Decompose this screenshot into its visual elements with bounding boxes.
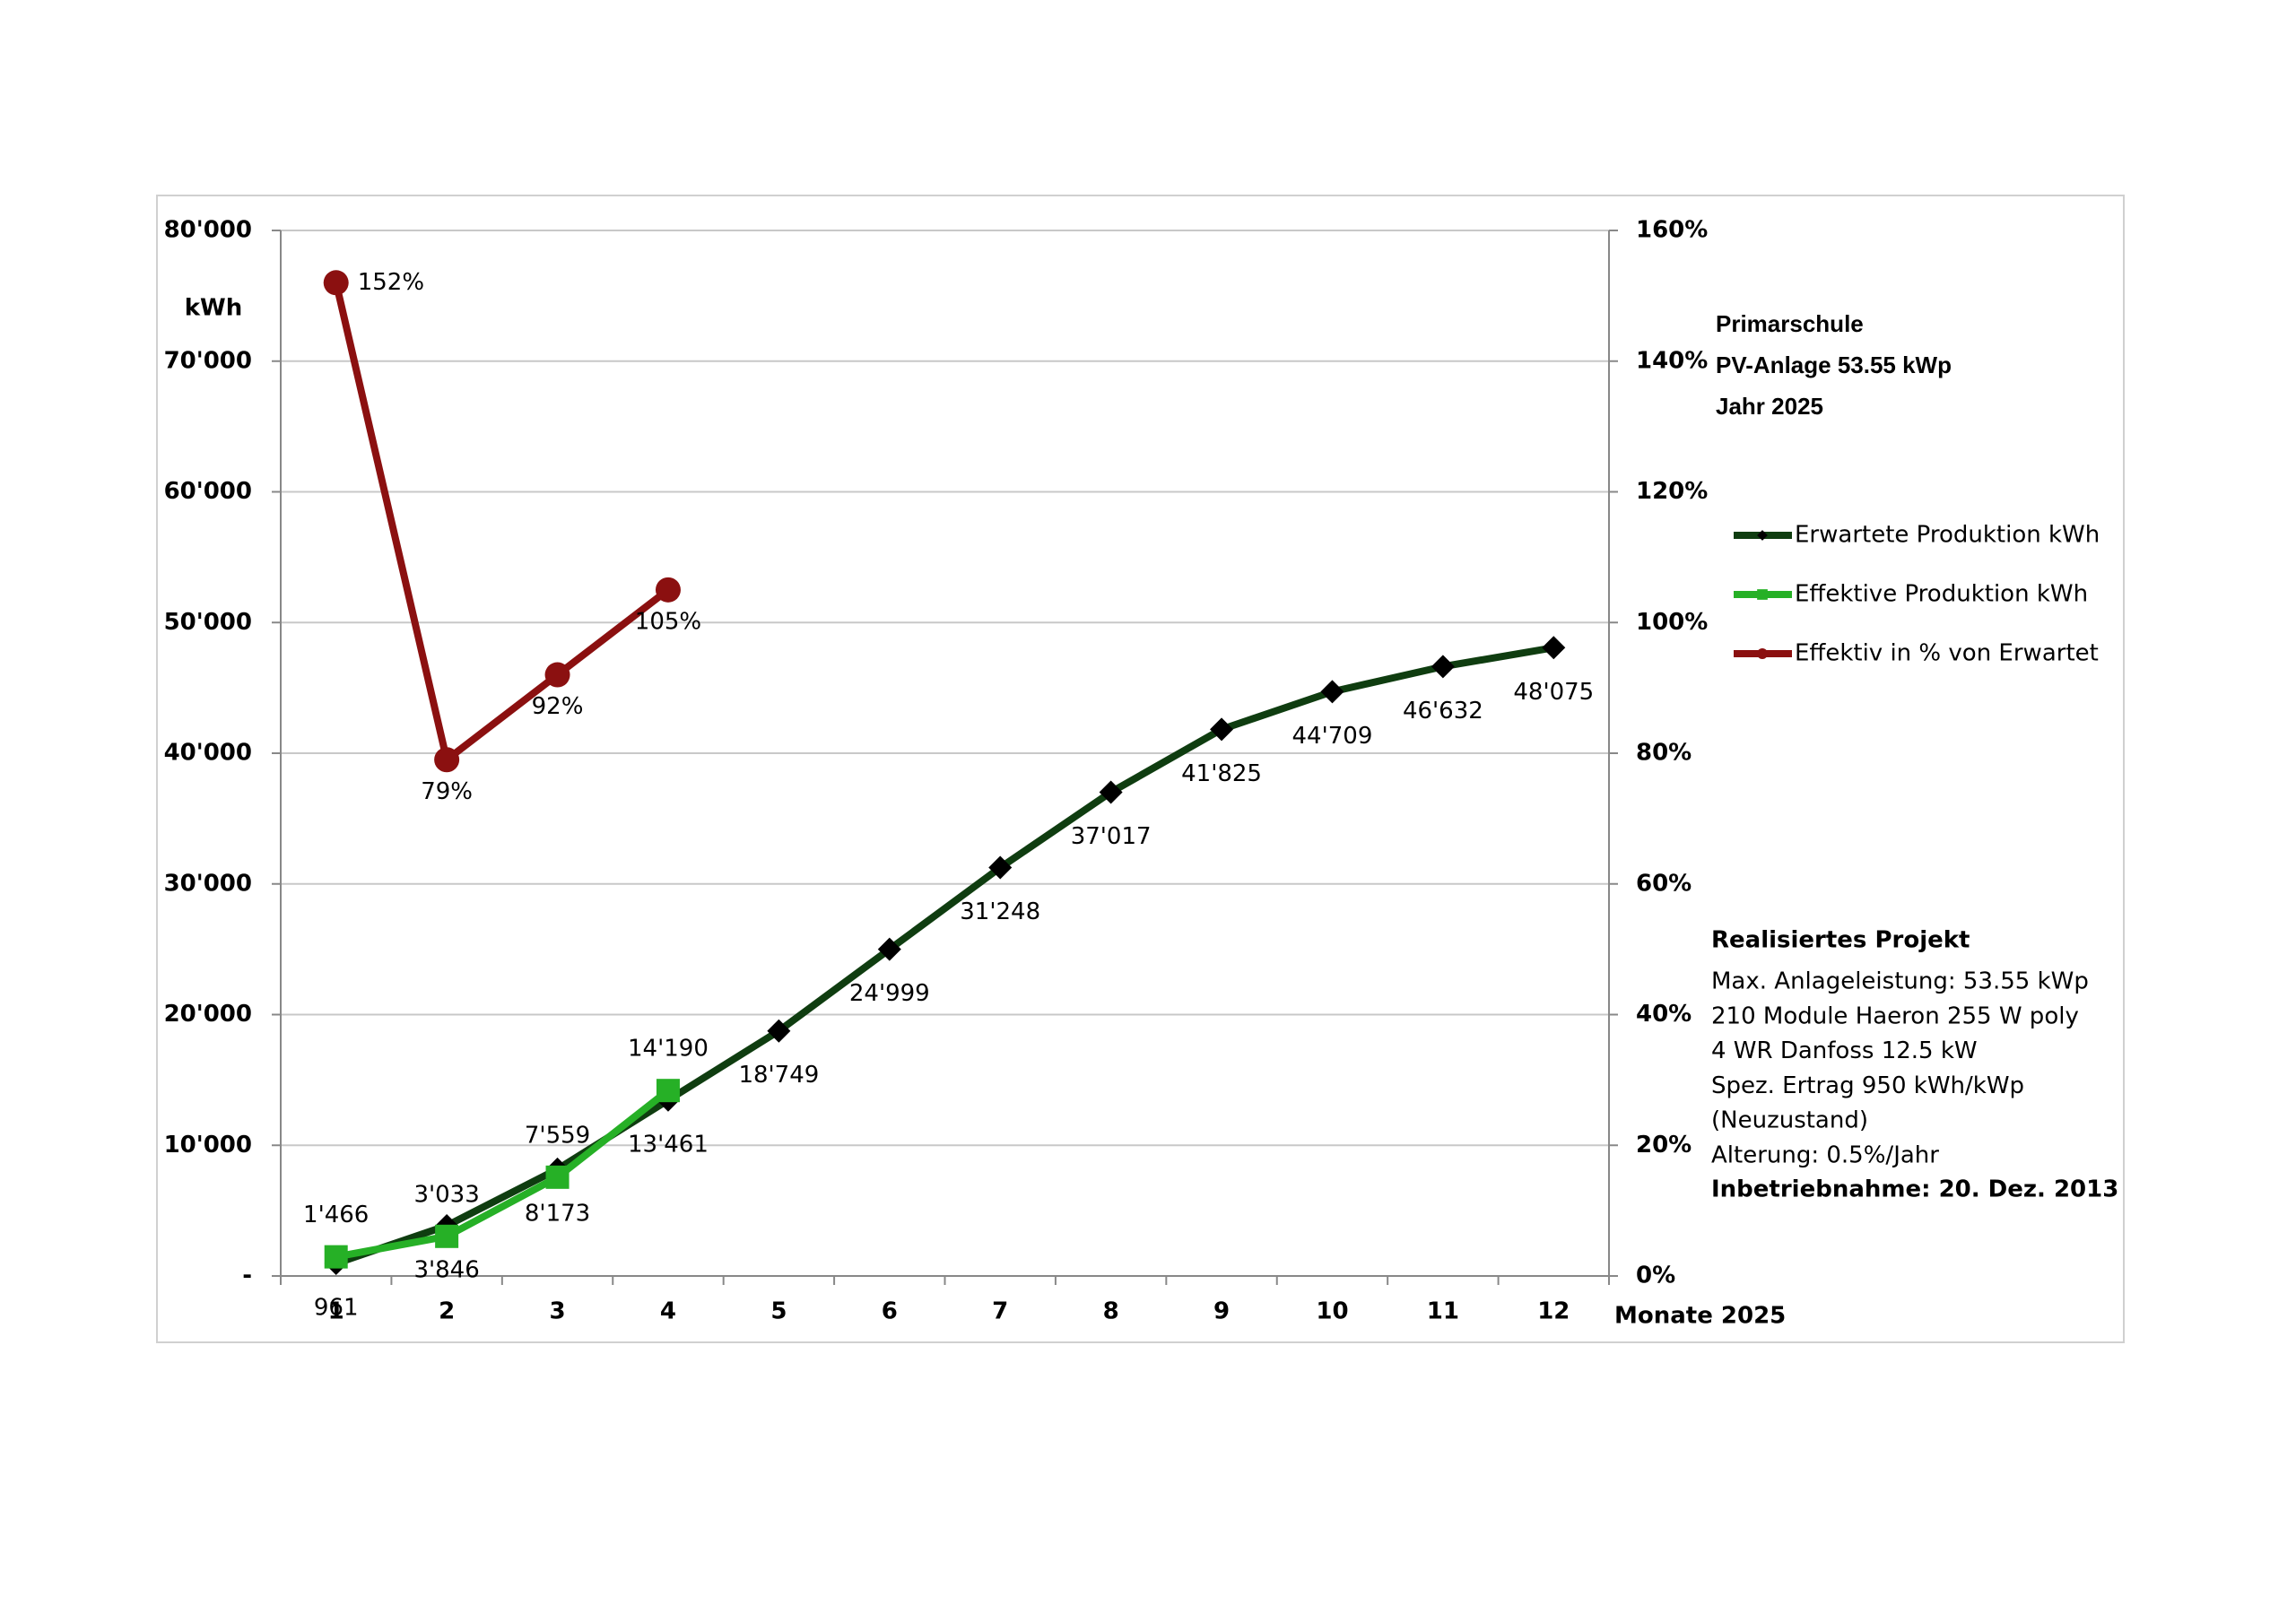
y2-tick-label: 160%: [1636, 217, 1708, 244]
x-tick-label: 2: [439, 1298, 455, 1325]
y-tick-label: 70'000: [164, 347, 252, 374]
data-label: 13'461: [628, 1131, 709, 1158]
marker: [323, 270, 349, 296]
data-label: 46'632: [1403, 698, 1483, 725]
y2-tick-label: 120%: [1636, 478, 1708, 505]
marker: [767, 1019, 791, 1043]
y2-tick-label: 80%: [1636, 740, 1692, 767]
y2-tick-label: 140%: [1636, 347, 1708, 374]
data-label: 41'825: [1181, 760, 1262, 787]
marker: [1320, 680, 1344, 704]
info-line: 210 Module Haeron 255 W poly: [1711, 1002, 2079, 1029]
y-tick-label: -: [242, 1263, 252, 1289]
y-tick-label: 20'000: [164, 1001, 252, 1028]
data-label: 105%: [635, 608, 701, 635]
y2-tick-label: 20%: [1636, 1132, 1692, 1159]
x-tick-label: 12: [1537, 1298, 1570, 1325]
y-axis-label: kWh: [185, 295, 242, 322]
y2-tick-label: 60%: [1636, 870, 1692, 897]
y2-tick-label: 0%: [1636, 1263, 1675, 1289]
marker: [1210, 717, 1234, 742]
x-axis-label: Monate 2025: [1614, 1303, 1786, 1330]
data-label: 48'075: [1513, 679, 1594, 706]
info-heading: Realisiertes Projekt: [1711, 927, 1970, 954]
marker: [324, 1245, 348, 1269]
marker: [544, 662, 570, 688]
series-line: [335, 1088, 671, 1261]
x-tick-label: 6: [882, 1298, 898, 1325]
info-line: Max. Anlageleistung: 53.55 kWp: [1711, 968, 2089, 995]
data-label: 3'846: [413, 1256, 479, 1283]
marker: [1542, 636, 1566, 660]
chart-title: Jahr 2025: [1716, 393, 1823, 420]
y-tick-label: 50'000: [164, 609, 252, 636]
chart-title: PV-Anlage 53.55 kWp: [1716, 352, 1952, 378]
data-label: 7'559: [525, 1122, 590, 1149]
x-tick-label: 1: [328, 1298, 344, 1325]
data-label: 8'173: [525, 1200, 590, 1227]
marker: [877, 937, 901, 961]
legend-label: Effektiv in % von Erwartet: [1795, 640, 2099, 667]
marker: [655, 577, 681, 603]
chart-border: [156, 195, 2125, 1343]
data-label: 31'248: [960, 898, 1040, 925]
data-label: 24'999: [849, 980, 930, 1007]
data-label: 37'017: [1071, 823, 1152, 850]
marker: [434, 747, 460, 773]
info-line: 4 WR Danfoss 12.5 kW: [1711, 1037, 1978, 1064]
info-line: Alterung: 0.5%/Jahr: [1711, 1142, 1939, 1169]
marker: [656, 1079, 680, 1103]
y2-tick-label: 40%: [1636, 1001, 1692, 1028]
x-tick-label: 7: [992, 1298, 1008, 1325]
legend-marker: [1757, 589, 1768, 600]
x-tick-label: 11: [1427, 1298, 1459, 1325]
x-tick-label: 9: [1213, 1298, 1230, 1325]
x-tick-label: 10: [1316, 1298, 1348, 1325]
x-tick-label: 3: [549, 1298, 565, 1325]
marker: [988, 855, 1013, 880]
x-tick-label: 8: [1103, 1298, 1119, 1325]
x-tick-label: 4: [660, 1298, 676, 1325]
data-label: 961: [314, 1294, 359, 1321]
marker: [1099, 780, 1123, 804]
data-label: 79%: [421, 778, 473, 805]
x-tick-label: 5: [770, 1298, 787, 1325]
data-label: 44'709: [1292, 723, 1373, 750]
marker: [435, 1224, 459, 1248]
y-tick-label: 30'000: [164, 870, 252, 897]
y-tick-label: 60'000: [164, 478, 252, 505]
data-label: 92%: [532, 693, 584, 720]
marker: [545, 1165, 570, 1189]
chart-title: Primarschule: [1716, 310, 1864, 337]
series-line: [335, 644, 1554, 1267]
legend-label: Erwartete Produktion kWh: [1795, 522, 2100, 549]
data-label: 18'749: [738, 1062, 819, 1089]
y-tick-label: 10'000: [164, 1132, 252, 1159]
data-label: 1'466: [303, 1202, 369, 1228]
data-label: 14'190: [628, 1036, 709, 1063]
y2-tick-label: 100%: [1636, 609, 1708, 636]
data-label: 3'033: [413, 1181, 479, 1208]
info-line: (Neuzustand): [1711, 1107, 1868, 1134]
y-tick-label: 40'000: [164, 740, 252, 767]
legend-marker: [1757, 648, 1768, 659]
data-label: 152%: [358, 269, 424, 296]
info-footer: Inbetriebnahme: 20. Dez. 2013: [1711, 1176, 2118, 1203]
y-tick-label: 80'000: [164, 217, 252, 244]
legend-label: Effektive Produktion kWh: [1795, 581, 2088, 608]
marker: [1431, 655, 1455, 679]
series-line: [332, 282, 671, 764]
info-line: Spez. Ertrag 950 kWh/kWp: [1711, 1072, 2024, 1099]
